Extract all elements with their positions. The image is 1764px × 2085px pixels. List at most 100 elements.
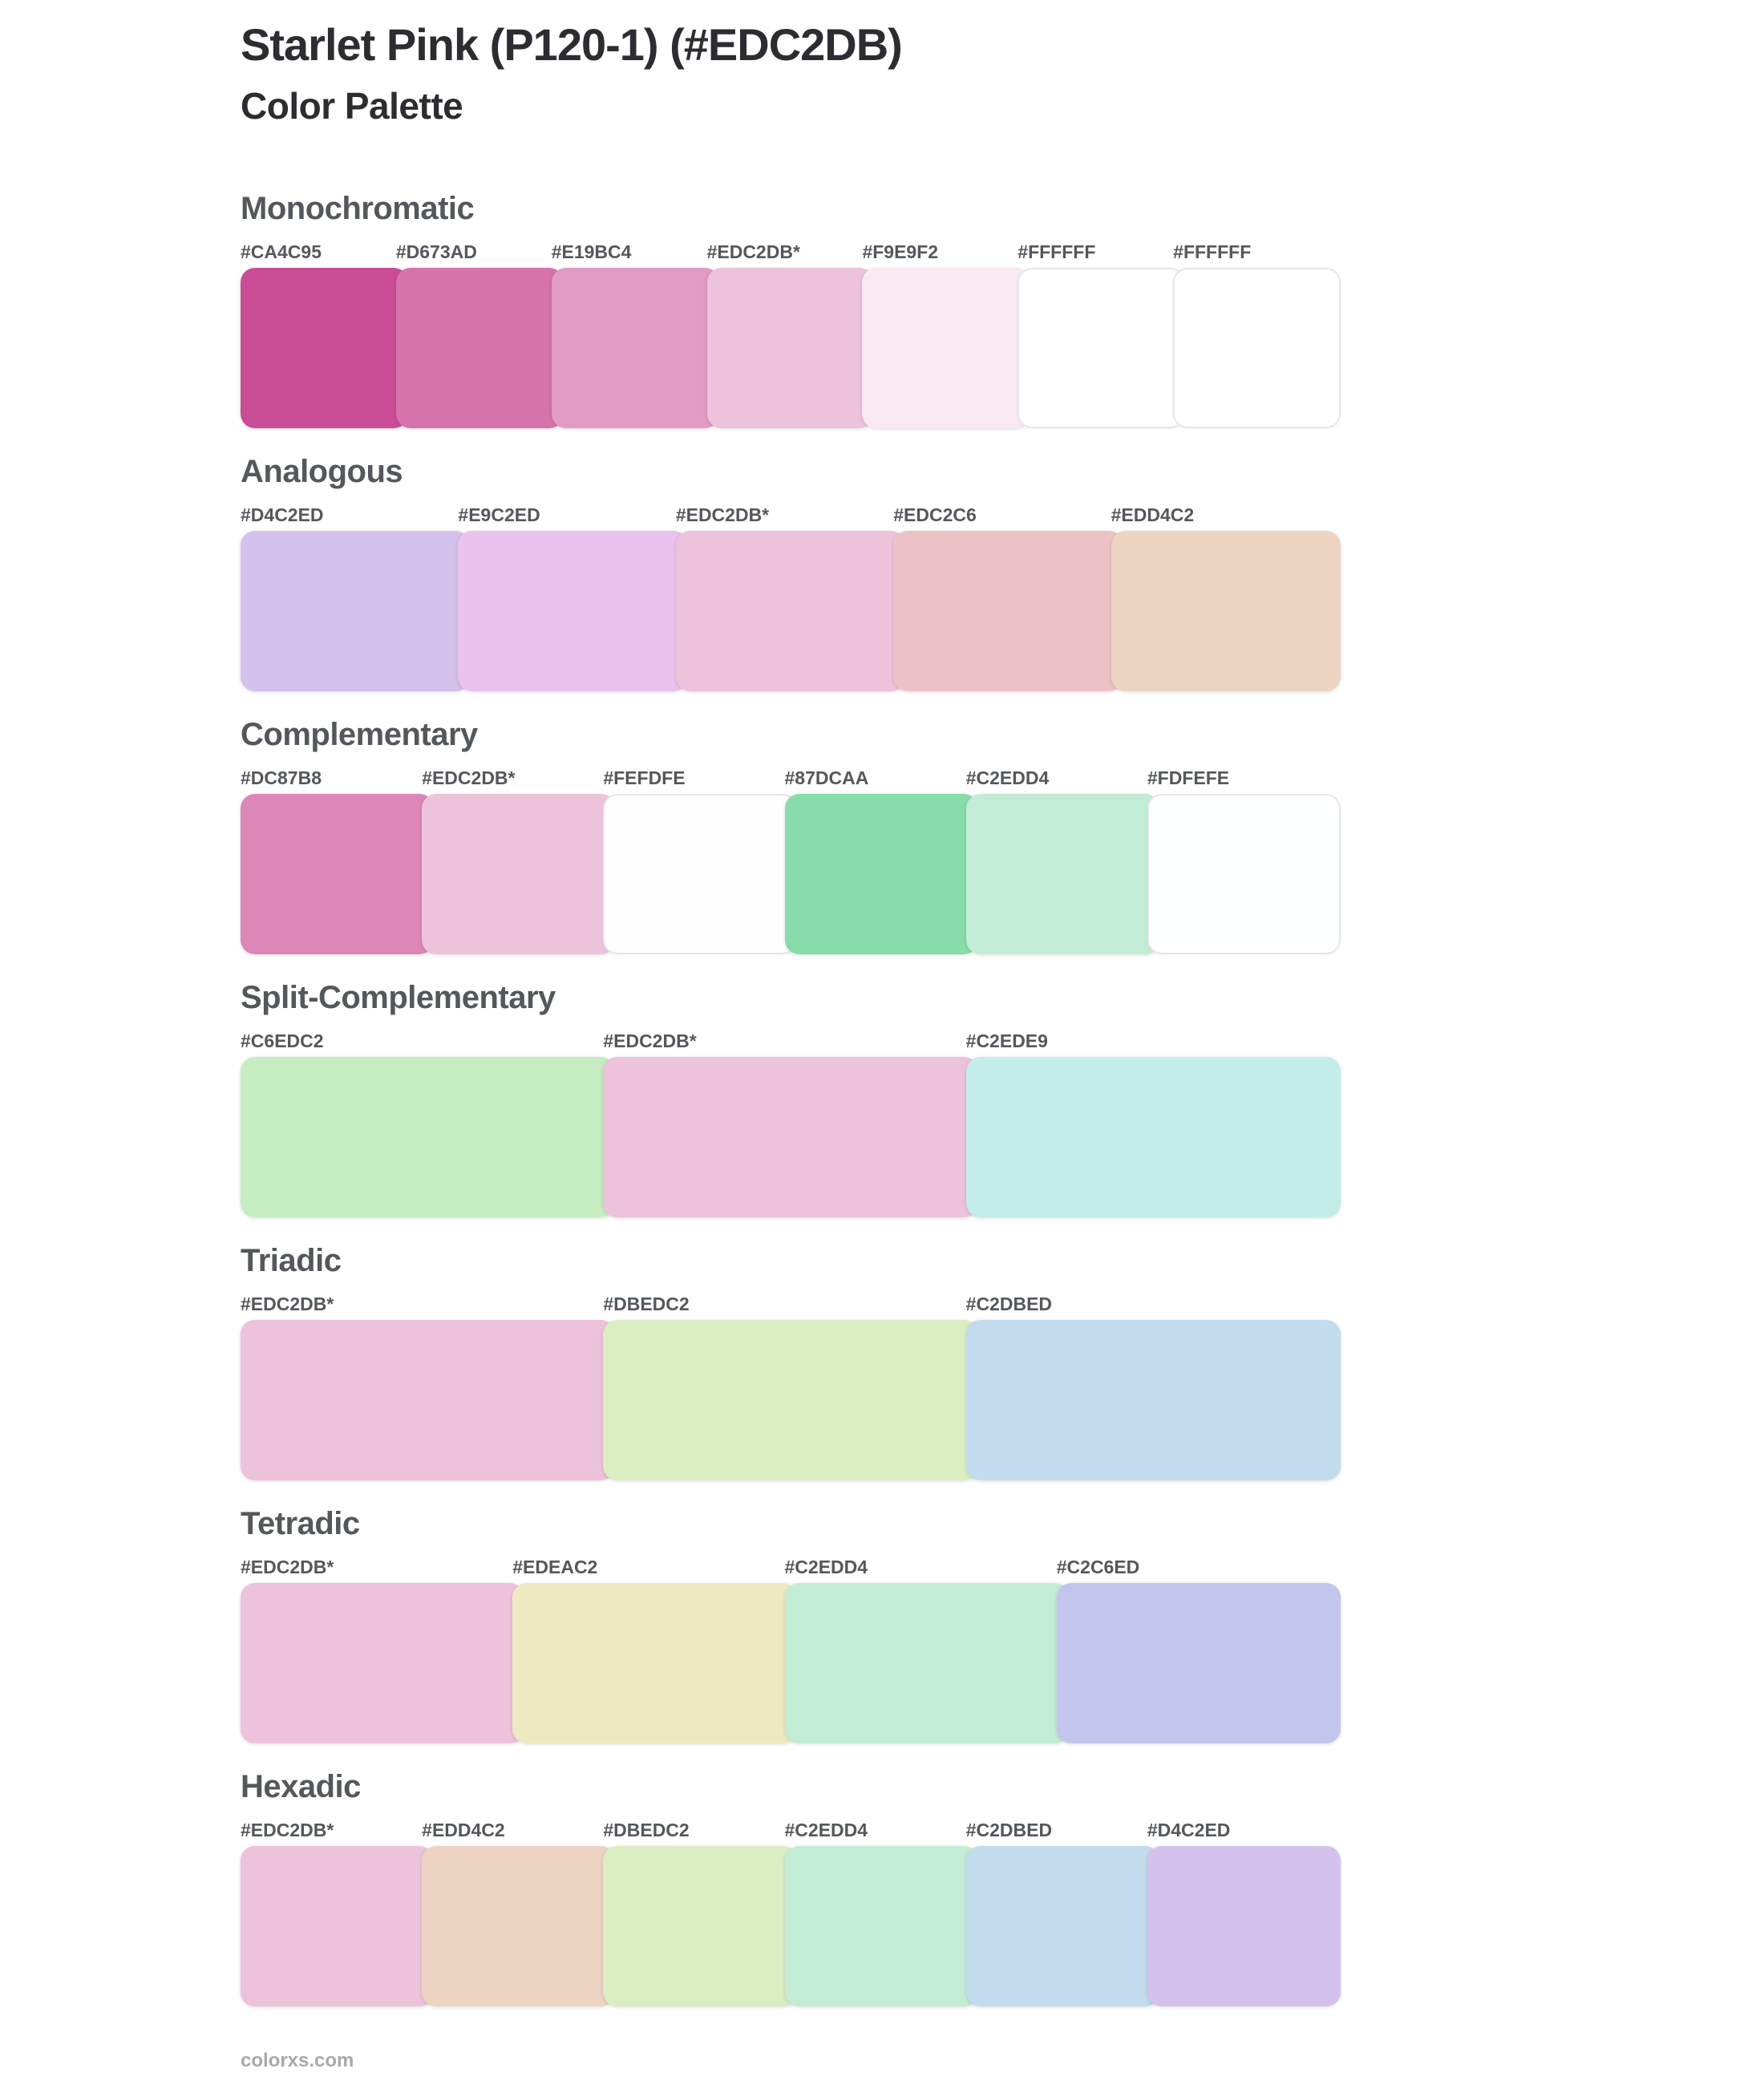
color-swatch[interactable] — [965, 1320, 1341, 1481]
swatch-label: #FFFFFF — [1173, 241, 1252, 263]
color-swatch[interactable] — [784, 1583, 1069, 1744]
color-swatch[interactable] — [603, 1057, 978, 1218]
color-swatch[interactable] — [395, 268, 564, 429]
color-swatch[interactable] — [1056, 1583, 1341, 1744]
page-subtitle: Color Palette — [241, 85, 463, 128]
section-heading: Monochromatic — [241, 191, 475, 227]
palette-sections: Monochromatic #CA4C95 #D673AD #E19BC4 #EDC2… — [241, 190, 1764, 2007]
swatch-label: #FEFDFE — [603, 767, 686, 789]
swatch-label: #D4C2ED — [241, 504, 324, 526]
swatch-label: #C2DBED — [965, 1820, 1053, 1841]
swatch-row — [241, 1583, 1341, 1744]
color-swatch[interactable] — [603, 1320, 978, 1481]
swatch-label: #E9C2ED — [458, 504, 540, 526]
swatch-labels-row: #CA4C95 #D673AD #E19BC4 #EDC2DB* #F9E9F2 #FFF… — [241, 241, 1341, 264]
swatch-labels-row: #D4C2ED #E9C2ED #EDC2DB* #EDC2C6 #EDD4C2 — [241, 504, 1341, 527]
swatch-label: #EDC2DB* — [675, 504, 770, 526]
color-swatch[interactable] — [1018, 268, 1186, 429]
color-swatch[interactable] — [241, 1846, 435, 2007]
swatch-label: #EDC2DB* — [706, 241, 800, 263]
color-swatch[interactable] — [862, 268, 1030, 429]
color-swatch[interactable] — [603, 1846, 797, 2007]
color-swatch[interactable] — [603, 794, 797, 955]
swatch-label: #D4C2ED — [1147, 1820, 1231, 1841]
color-swatch[interactable] — [512, 1583, 797, 1744]
swatch-label: #E19BC4 — [551, 241, 632, 263]
color-swatch[interactable] — [551, 268, 719, 429]
swatch-row — [241, 1846, 1341, 2007]
swatch-label: #EDC2DB* — [422, 767, 516, 789]
swatch-label: #C2EDD4 — [965, 767, 1050, 789]
swatch-label: #C2C6ED — [1056, 1557, 1140, 1578]
swatch-label: #DC87B8 — [241, 767, 322, 789]
color-swatch[interactable] — [965, 794, 1159, 955]
palette-section: Triadic #EDC2DB* #DBEDC2 #C2DBED — [241, 1242, 1341, 1481]
swatch-label: #FFFFFF — [1018, 241, 1096, 263]
color-swatch[interactable] — [422, 1846, 616, 2007]
color-swatch[interactable] — [706, 268, 875, 429]
color-swatch[interactable] — [675, 531, 906, 692]
swatch-label: #C2DBED — [965, 1294, 1053, 1315]
swatch-label: #EDC2DB* — [603, 1030, 697, 1052]
color-swatch[interactable] — [241, 794, 435, 955]
swatch-label: #C2EDE9 — [965, 1030, 1048, 1052]
palette-section: Monochromatic #CA4C95 #D673AD #E19BC4 #EDC2… — [241, 190, 1341, 429]
palette-section: Split-Complementary #C6EDC2 #EDC2DB* #C2ED… — [241, 979, 1341, 1218]
swatch-label: #F9E9F2 — [862, 241, 939, 263]
color-swatch[interactable] — [241, 268, 408, 429]
swatch-label: #EDD4C2 — [422, 1820, 505, 1841]
color-swatch[interactable] — [241, 1057, 616, 1218]
swatch-label: #CA4C95 — [241, 241, 322, 263]
swatch-label: #EDC2DB* — [241, 1294, 334, 1315]
section-heading: Triadic — [241, 1243, 342, 1279]
swatch-label: #DBEDC2 — [603, 1294, 690, 1315]
section-heading: Analogous — [241, 454, 403, 490]
color-swatch[interactable] — [422, 794, 616, 955]
color-swatch[interactable] — [241, 1320, 616, 1481]
color-swatch[interactable] — [458, 531, 688, 692]
swatch-labels-row: #C6EDC2 #EDC2DB* #C2EDE9 — [241, 1030, 1341, 1053]
swatch-label: #EDEAC2 — [512, 1557, 598, 1578]
swatch-row — [241, 531, 1341, 692]
swatch-row — [241, 1320, 1341, 1481]
swatch-label: #DBEDC2 — [603, 1820, 690, 1841]
swatch-label: #C2EDD4 — [784, 1557, 868, 1578]
color-swatch[interactable] — [1147, 1846, 1341, 2007]
color-swatch[interactable] — [1111, 531, 1341, 692]
swatch-row — [241, 1057, 1341, 1218]
swatch-row — [241, 268, 1341, 429]
swatch-label: #EDC2DB* — [241, 1820, 334, 1841]
swatch-labels-row: #EDC2DB* #EDEAC2 #C2EDD4 #C2C6ED — [241, 1557, 1341, 1579]
color-swatch[interactable] — [241, 531, 471, 692]
swatch-label: #FDFEFE — [1147, 767, 1230, 789]
page-content: Starlet Pink (P120-1) (#EDC2DB) Color Pa… — [241, 19, 1764, 2007]
swatch-labels-row: #EDC2DB* #DBEDC2 #C2DBED — [241, 1294, 1341, 1316]
color-swatch[interactable] — [965, 1846, 1159, 2007]
section-heading: Tetradic — [241, 1506, 360, 1542]
palette-section: Hexadic #EDC2DB* #EDD4C2 #DBEDC2 #C2EDD4 #C2… — [241, 1768, 1341, 2007]
palette-section: Tetradic #EDC2DB* #EDEAC2 #C2EDD4 #C2C6ED — [241, 1505, 1341, 1744]
swatch-labels-row: #EDC2DB* #EDD4C2 #DBEDC2 #C2EDD4 #C2DBED #D4C… — [241, 1820, 1341, 1842]
color-swatch[interactable] — [784, 1846, 978, 2007]
swatch-labels-row: #DC87B8 #EDC2DB* #FEFDFE #87DCAA #C2EDD4 #FDF… — [241, 767, 1341, 790]
color-swatch[interactable] — [241, 1583, 525, 1744]
page-title: Starlet Pink (P120-1) (#EDC2DB) — [241, 19, 903, 70]
footer-link[interactable]: colorxs.com — [241, 2050, 354, 2072]
color-swatch[interactable] — [1173, 268, 1341, 429]
swatch-row — [241, 794, 1341, 955]
swatch-label: #EDC2C6 — [893, 504, 977, 526]
swatch-label: #C2EDD4 — [784, 1820, 868, 1841]
color-swatch[interactable] — [784, 794, 978, 955]
color-swatch[interactable] — [893, 531, 1123, 692]
section-heading: Hexadic — [241, 1769, 361, 1805]
section-heading: Split-Complementary — [241, 980, 556, 1016]
swatch-label: #EDD4C2 — [1111, 504, 1195, 526]
palette-section: Analogous #D4C2ED #E9C2ED #EDC2DB* #EDC2C6 #… — [241, 453, 1341, 692]
palette-section: Complementary #DC87B8 #EDC2DB* #FEFDFE #87D… — [241, 716, 1341, 955]
color-swatch[interactable] — [965, 1057, 1341, 1218]
page-footer: colorxs.com — [241, 2050, 1764, 2072]
color-swatch[interactable] — [1147, 794, 1341, 955]
swatch-label: #D673AD — [395, 241, 477, 263]
swatch-label: #87DCAA — [784, 767, 869, 789]
section-heading: Complementary — [241, 717, 478, 753]
